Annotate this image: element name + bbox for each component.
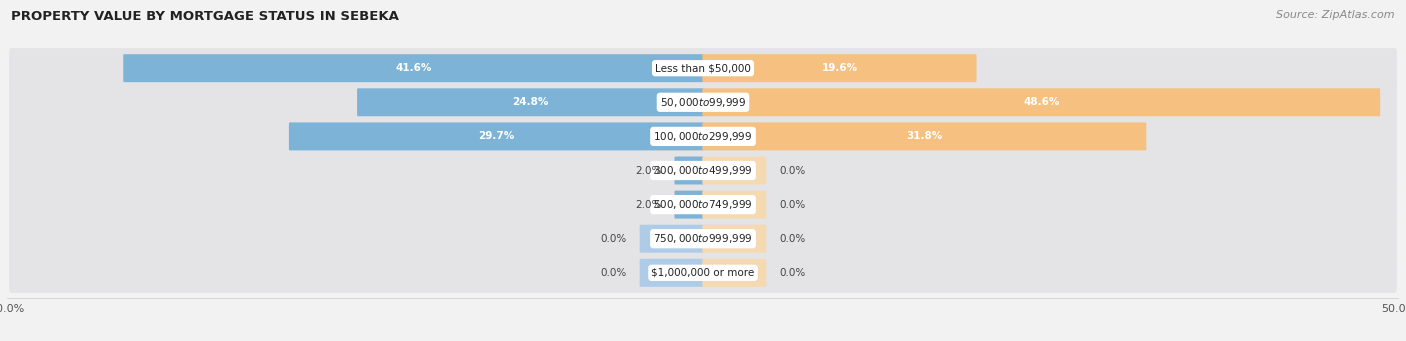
Text: PROPERTY VALUE BY MORTGAGE STATUS IN SEBEKA: PROPERTY VALUE BY MORTGAGE STATUS IN SEB… bbox=[11, 10, 399, 23]
FancyBboxPatch shape bbox=[8, 48, 1398, 88]
Text: 31.8%: 31.8% bbox=[907, 131, 942, 142]
Text: $500,000 to $749,999: $500,000 to $749,999 bbox=[654, 198, 752, 211]
FancyBboxPatch shape bbox=[675, 157, 703, 184]
FancyBboxPatch shape bbox=[703, 54, 977, 82]
Text: 19.6%: 19.6% bbox=[821, 63, 858, 73]
Text: 0.0%: 0.0% bbox=[600, 268, 627, 278]
FancyBboxPatch shape bbox=[703, 225, 766, 253]
Text: $300,000 to $499,999: $300,000 to $499,999 bbox=[654, 164, 752, 177]
Text: 2.0%: 2.0% bbox=[636, 199, 661, 210]
Text: 41.6%: 41.6% bbox=[395, 63, 432, 73]
FancyBboxPatch shape bbox=[8, 116, 1398, 157]
FancyBboxPatch shape bbox=[124, 54, 703, 82]
FancyBboxPatch shape bbox=[675, 191, 703, 219]
Text: $750,000 to $999,999: $750,000 to $999,999 bbox=[654, 232, 752, 245]
FancyBboxPatch shape bbox=[8, 253, 1398, 293]
Text: $50,000 to $99,999: $50,000 to $99,999 bbox=[659, 96, 747, 109]
Text: 24.8%: 24.8% bbox=[512, 97, 548, 107]
FancyBboxPatch shape bbox=[8, 219, 1398, 259]
FancyBboxPatch shape bbox=[703, 259, 766, 287]
FancyBboxPatch shape bbox=[288, 122, 703, 150]
FancyBboxPatch shape bbox=[8, 150, 1398, 191]
Text: Less than $50,000: Less than $50,000 bbox=[655, 63, 751, 73]
Text: 0.0%: 0.0% bbox=[600, 234, 627, 244]
FancyBboxPatch shape bbox=[703, 88, 1381, 116]
Text: 0.0%: 0.0% bbox=[779, 165, 806, 176]
Text: 0.0%: 0.0% bbox=[779, 199, 806, 210]
FancyBboxPatch shape bbox=[8, 82, 1398, 122]
Text: $100,000 to $299,999: $100,000 to $299,999 bbox=[654, 130, 752, 143]
Text: 2.0%: 2.0% bbox=[636, 165, 661, 176]
FancyBboxPatch shape bbox=[640, 225, 703, 253]
FancyBboxPatch shape bbox=[703, 191, 766, 219]
Text: 48.6%: 48.6% bbox=[1024, 97, 1060, 107]
Text: Source: ZipAtlas.com: Source: ZipAtlas.com bbox=[1277, 10, 1395, 20]
FancyBboxPatch shape bbox=[357, 88, 703, 116]
FancyBboxPatch shape bbox=[703, 122, 1146, 150]
FancyBboxPatch shape bbox=[8, 184, 1398, 225]
Text: 0.0%: 0.0% bbox=[779, 268, 806, 278]
FancyBboxPatch shape bbox=[703, 157, 766, 184]
FancyBboxPatch shape bbox=[640, 259, 703, 287]
Text: 29.7%: 29.7% bbox=[478, 131, 515, 142]
Text: 0.0%: 0.0% bbox=[779, 234, 806, 244]
Text: $1,000,000 or more: $1,000,000 or more bbox=[651, 268, 755, 278]
